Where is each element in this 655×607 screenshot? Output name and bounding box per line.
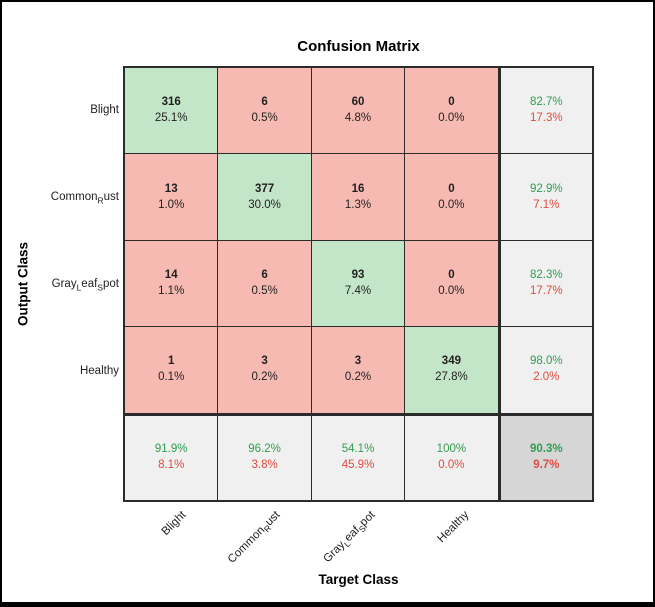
cell-count: 3: [261, 355, 268, 368]
cell-count: 6: [261, 96, 268, 109]
col-label-3: GrayLeafSpot: [320, 509, 377, 566]
matrix-cell-1-1: 316 25.1%: [125, 68, 219, 155]
overall-accuracy-cell: 90.3% 9.7%: [498, 413, 592, 500]
cell-percent: 0.0%: [438, 198, 465, 211]
summary-positive: 54.1%: [341, 443, 375, 456]
matrix-cell-3-4: 0 0.0%: [405, 240, 499, 328]
cell-count: 16: [351, 182, 365, 195]
summary-negative: 45.9%: [341, 459, 375, 472]
cell-percent: 1.0%: [158, 198, 185, 211]
row-label-4: Healthy: [79, 365, 119, 378]
summary-negative: 17.7%: [529, 284, 563, 297]
cell-percent: 0.1%: [158, 371, 185, 384]
cell-count: 0: [448, 96, 455, 109]
summary-positive: 92.9%: [529, 182, 563, 195]
col-summary-2: 96.2% 3.8%: [218, 413, 312, 500]
matrix-cell-2-1: 13 1.0%: [125, 154, 219, 241]
cell-percent: 30.0%: [248, 198, 281, 211]
cell-count: 3: [354, 355, 362, 368]
col-label-2: CommonRust: [226, 509, 283, 566]
matrix-cell-4-4: 349 27.8%: [405, 327, 499, 414]
cell-count: 13: [164, 182, 178, 195]
matrix-cell-1-3: 60 4.8%: [311, 68, 406, 155]
cell-percent: 0.2%: [251, 371, 278, 384]
row-label-3: GrayLeafSpot: [51, 278, 119, 293]
cell-percent: 0.2%: [344, 371, 372, 384]
cell-count: 14: [164, 268, 178, 281]
confusion-matrix-grid: 316 25.1% 6 0.5% 60 4.8% 0 0.0% 82.7% 17.3% 13 1.0%…: [123, 66, 594, 502]
cell-count: 349: [441, 355, 461, 368]
overall-negative: 9.7%: [533, 459, 560, 472]
cell-percent: 25.1%: [154, 112, 188, 125]
cell-count: 6: [261, 268, 268, 281]
cell-count: 316: [161, 96, 181, 109]
matrix-cell-4-2: 3 0.2%: [218, 327, 312, 414]
matrix-cell-3-2: 6 0.5%: [218, 240, 312, 328]
cell-count: 93: [351, 268, 365, 281]
cell-percent: 0.5%: [251, 284, 278, 297]
cell-percent: 0.0%: [438, 112, 465, 125]
row-summary-4: 98.0% 2.0%: [498, 327, 592, 414]
cell-percent: 4.8%: [344, 112, 372, 125]
cell-percent: 1.1%: [158, 284, 185, 297]
matrix-cell-2-2: 377 30.0%: [218, 154, 312, 241]
col-summary-3: 54.1% 45.9%: [311, 413, 406, 500]
cell-count: 0: [448, 268, 455, 281]
row-label-2: CommonRust: [50, 190, 119, 206]
summary-negative: 3.8%: [251, 459, 278, 472]
row-summary-3: 82.3% 17.7%: [498, 240, 592, 328]
row-label-1: Blight: [90, 103, 119, 116]
cell-percent: 1.3%: [344, 198, 372, 211]
cell-count: 377: [255, 182, 275, 195]
matrix-cell-3-1: 14 1.1%: [125, 240, 219, 328]
summary-negative: 8.1%: [158, 459, 185, 472]
summary-negative: 0.0%: [438, 459, 465, 472]
cell-percent: 0.0%: [438, 284, 465, 297]
col-label-1: Blight: [159, 509, 189, 538]
summary-positive: 98.0%: [529, 355, 563, 368]
row-summary-2: 92.9% 7.1%: [498, 154, 592, 241]
summary-positive: 91.9%: [154, 443, 188, 456]
cell-percent: 7.4%: [344, 284, 372, 297]
chart-title: Confusion Matrix: [297, 38, 420, 55]
col-summary-4: 100% 0.0%: [405, 413, 499, 500]
cell-percent: 27.8%: [435, 371, 468, 384]
row-summary-1: 82.7% 17.3%: [498, 68, 592, 155]
matrix-cell-2-4: 0 0.0%: [405, 154, 499, 241]
matrix-cell-3-3: 93 7.4%: [311, 240, 406, 328]
summary-negative: 2.0%: [533, 371, 560, 384]
col-summary-1: 91.9% 8.1%: [125, 413, 219, 500]
matrix-cell-1-4: 0 0.0%: [405, 68, 499, 155]
matrix-cell-2-3: 16 1.3%: [311, 154, 406, 241]
cell-count: 60: [351, 96, 365, 109]
col-label-4: Healthy: [435, 509, 472, 546]
cell-percent: 0.5%: [251, 112, 278, 125]
summary-positive: 82.3%: [529, 268, 563, 281]
cell-count: 1: [167, 355, 175, 368]
matrix-cell-4-1: 1 0.1%: [125, 327, 219, 414]
summary-negative: 7.1%: [533, 198, 560, 211]
cell-count: 0: [448, 182, 455, 195]
summary-positive: 100%: [436, 443, 467, 456]
summary-positive: 96.2%: [248, 443, 281, 456]
x-axis-label: Target Class: [318, 572, 399, 587]
matrix-cell-4-3: 3 0.2%: [311, 327, 406, 414]
matrix-cell-1-2: 6 0.5%: [218, 68, 312, 155]
summary-negative: 17.3%: [529, 112, 563, 125]
overall-positive: 90.3%: [529, 443, 563, 456]
summary-positive: 82.7%: [529, 96, 563, 109]
